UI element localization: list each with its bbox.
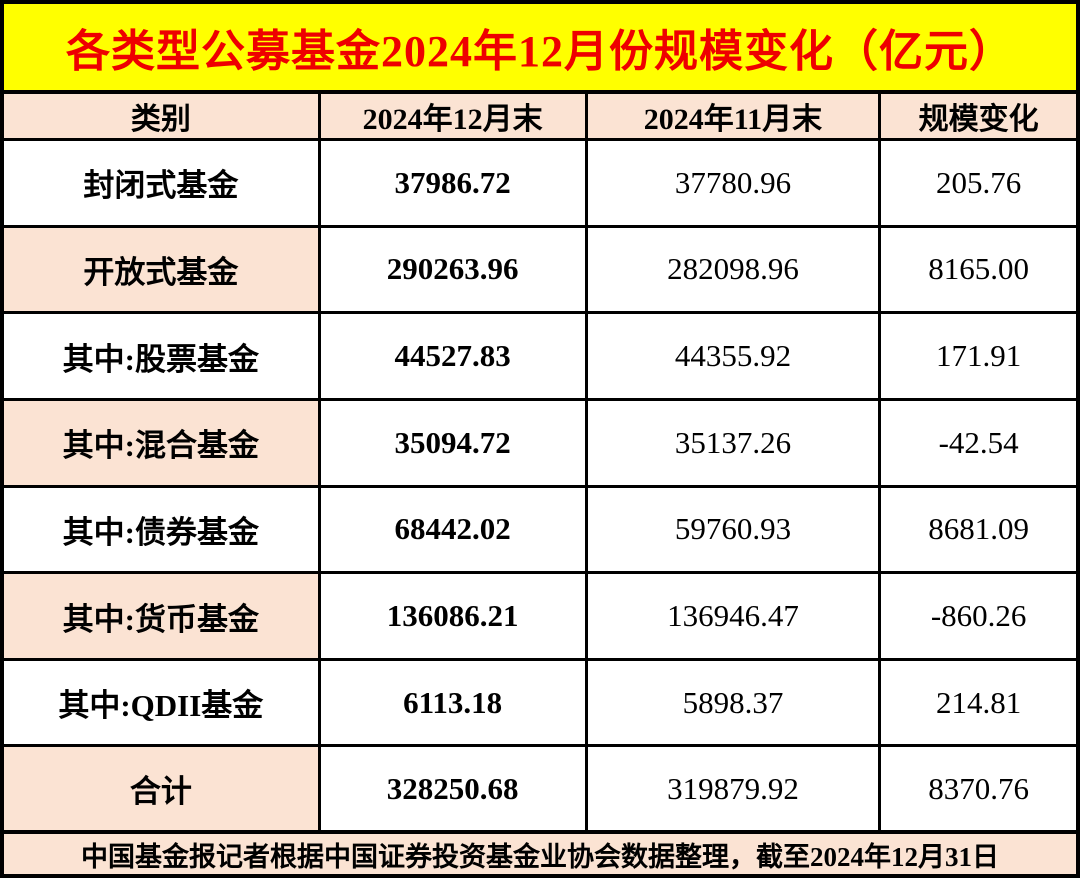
dec-value-cell: 44527.83	[317, 311, 588, 401]
nov-value-cell: 35137.26	[584, 397, 882, 488]
table-body: 封闭式基金 37986.72 37780.96 205.76 开放式基金 290…	[4, 138, 1076, 830]
table-row-open-end: 开放式基金 290263.96 282098.96 8165.00	[4, 224, 1076, 315]
row-label-cell: 其中:QDII基金	[4, 657, 321, 748]
row-label-cell: 开放式基金	[4, 224, 321, 315]
nov-value-cell: 136946.47	[584, 571, 882, 661]
table-row-equity: 其中:股票基金 44527.83 44355.92 171.91	[4, 311, 1076, 401]
page-title: 各类型公募基金2024年12月份规模变化（亿元）	[66, 27, 1014, 76]
header-cell-december: 2024年12月末	[317, 94, 588, 141]
change-value-cell: 171.91	[878, 311, 1076, 401]
row-label-cell: 封闭式基金	[4, 138, 321, 228]
dec-value-cell: 6113.18	[317, 657, 588, 748]
dec-value-cell: 37986.72	[317, 138, 588, 228]
nov-value-cell: 5898.37	[584, 657, 882, 748]
table-header: 类别 2024年12月末 2024年11月末 规模变化	[4, 94, 1076, 141]
header-cell-change: 规模变化	[878, 94, 1076, 141]
dec-value-cell: 136086.21	[317, 571, 588, 661]
change-value-cell: -860.26	[878, 571, 1076, 661]
table-row-total: 合计 328250.68 319879.92 8370.76	[4, 744, 1076, 830]
header-cell-november: 2024年11月末	[584, 94, 882, 141]
title-bar: 各类型公募基金2024年12月份规模变化（亿元）	[4, 4, 1076, 94]
change-value-cell: 8370.76	[878, 744, 1076, 830]
change-value-cell: -42.54	[878, 397, 1076, 488]
fund-table: 类别 2024年12月末 2024年11月末 规模变化 封闭式基金 37986.…	[4, 94, 1076, 830]
table-row-bond: 其中:债券基金 68442.02 59760.93 8681.09	[4, 484, 1076, 575]
table-row-hybrid: 其中:混合基金 35094.72 35137.26 -42.54	[4, 397, 1076, 488]
header-cell-category: 类别	[4, 94, 321, 141]
table-row-qdii: 其中:QDII基金 6113.18 5898.37 214.81	[4, 657, 1076, 748]
dec-value-cell: 290263.96	[317, 224, 588, 315]
nov-value-cell: 319879.92	[584, 744, 882, 830]
row-label-cell: 其中:债券基金	[4, 484, 321, 575]
row-label-cell: 合计	[4, 744, 321, 830]
table-row-money-market: 其中:货币基金 136086.21 136946.47 -860.26	[4, 571, 1076, 661]
nov-value-cell: 282098.96	[584, 224, 882, 315]
change-value-cell: 8165.00	[878, 224, 1076, 315]
change-value-cell: 8681.09	[878, 484, 1076, 575]
row-label-cell: 其中:混合基金	[4, 397, 321, 488]
source-note: 中国基金报记者根据中国证券投资基金业协会数据整理，截至2024年12月31日	[81, 841, 999, 872]
footer-bar: 中国基金报记者根据中国证券投资基金业协会数据整理，截至2024年12月31日	[4, 830, 1076, 874]
dec-value-cell: 68442.02	[317, 484, 588, 575]
row-label-cell: 其中:股票基金	[4, 311, 321, 401]
change-value-cell: 205.76	[878, 138, 1076, 228]
nov-value-cell: 59760.93	[584, 484, 882, 575]
nov-value-cell: 37780.96	[584, 138, 882, 228]
row-label-cell: 其中:货币基金	[4, 571, 321, 661]
change-value-cell: 214.81	[878, 657, 1076, 748]
dec-value-cell: 328250.68	[317, 744, 588, 830]
header-row: 类别 2024年12月末 2024年11月末 规模变化	[4, 94, 1076, 141]
nov-value-cell: 44355.92	[584, 311, 882, 401]
dec-value-cell: 35094.72	[317, 397, 588, 488]
table-row-closed-end: 封闭式基金 37986.72 37780.96 205.76	[4, 138, 1076, 228]
